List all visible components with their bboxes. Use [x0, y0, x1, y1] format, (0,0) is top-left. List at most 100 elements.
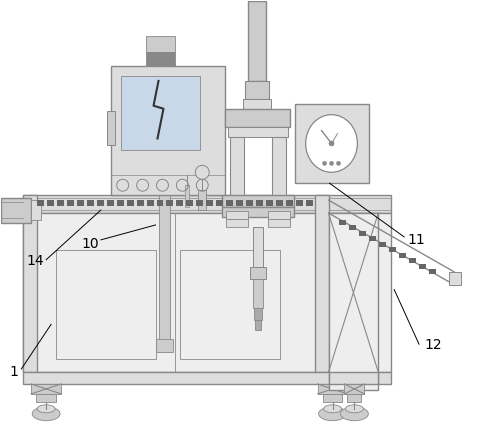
- Bar: [107, 111, 115, 146]
- Bar: [166, 200, 173, 206]
- Bar: [31, 200, 41, 220]
- Bar: [253, 279, 263, 308]
- Bar: [254, 308, 262, 320]
- Bar: [323, 394, 342, 402]
- Ellipse shape: [340, 407, 368, 421]
- Bar: [159, 195, 170, 349]
- Bar: [272, 136, 286, 211]
- Bar: [87, 200, 94, 206]
- Bar: [349, 225, 356, 231]
- Bar: [23, 213, 391, 372]
- Bar: [67, 200, 74, 206]
- Ellipse shape: [32, 407, 60, 421]
- Bar: [176, 200, 183, 206]
- Ellipse shape: [345, 405, 363, 413]
- Bar: [228, 127, 288, 136]
- Ellipse shape: [324, 405, 341, 413]
- Bar: [226, 200, 233, 206]
- Bar: [286, 200, 293, 206]
- Bar: [449, 271, 461, 285]
- Circle shape: [336, 161, 340, 165]
- Ellipse shape: [306, 115, 357, 172]
- Text: 10: 10: [81, 237, 98, 251]
- Ellipse shape: [319, 407, 346, 421]
- Bar: [56, 250, 156, 359]
- Bar: [222, 195, 294, 207]
- Bar: [47, 200, 54, 206]
- Bar: [198, 190, 206, 210]
- Bar: [23, 372, 391, 384]
- Bar: [250, 267, 266, 279]
- Bar: [389, 247, 396, 252]
- Bar: [222, 207, 294, 217]
- Bar: [226, 211, 248, 219]
- Bar: [236, 200, 243, 206]
- Bar: [409, 258, 416, 263]
- Bar: [146, 52, 175, 66]
- Bar: [399, 253, 406, 258]
- Bar: [347, 394, 361, 402]
- Bar: [180, 250, 280, 359]
- Bar: [196, 200, 203, 206]
- Bar: [253, 227, 263, 267]
- Bar: [306, 200, 313, 206]
- Bar: [23, 195, 391, 213]
- Bar: [137, 200, 144, 206]
- Bar: [268, 219, 290, 227]
- Bar: [146, 36, 175, 52]
- Bar: [117, 200, 124, 206]
- Bar: [111, 66, 225, 195]
- Text: 12: 12: [424, 338, 442, 352]
- Text: 11: 11: [407, 233, 425, 247]
- Ellipse shape: [37, 405, 55, 413]
- Bar: [216, 200, 223, 206]
- Bar: [121, 76, 200, 150]
- Bar: [245, 81, 269, 99]
- Bar: [339, 220, 346, 225]
- Bar: [315, 195, 329, 372]
- Circle shape: [329, 141, 334, 146]
- Text: 14: 14: [26, 254, 44, 268]
- Bar: [147, 200, 154, 206]
- Bar: [359, 231, 366, 236]
- Bar: [344, 384, 364, 394]
- Bar: [379, 242, 386, 247]
- Bar: [369, 236, 376, 242]
- Bar: [329, 213, 378, 390]
- Bar: [107, 200, 114, 206]
- Bar: [37, 200, 44, 206]
- Bar: [1, 198, 31, 223]
- Bar: [429, 269, 436, 274]
- Bar: [243, 99, 271, 109]
- Bar: [268, 211, 290, 219]
- Bar: [256, 200, 263, 206]
- Bar: [230, 136, 244, 211]
- Bar: [57, 200, 64, 206]
- Bar: [255, 320, 261, 330]
- Bar: [127, 200, 134, 206]
- Bar: [31, 384, 61, 394]
- Bar: [246, 200, 253, 206]
- Bar: [329, 372, 378, 384]
- Bar: [226, 219, 248, 227]
- Bar: [77, 200, 84, 206]
- Circle shape: [195, 165, 209, 179]
- Bar: [97, 200, 104, 206]
- Text: 1: 1: [9, 365, 18, 379]
- Bar: [295, 104, 369, 183]
- Bar: [36, 394, 56, 402]
- Bar: [156, 339, 173, 352]
- Bar: [296, 200, 303, 206]
- Bar: [157, 200, 164, 206]
- Bar: [318, 384, 347, 394]
- Bar: [248, 1, 266, 81]
- Bar: [185, 185, 189, 207]
- Bar: [23, 195, 37, 372]
- Bar: [225, 109, 290, 127]
- Bar: [206, 200, 213, 206]
- Circle shape: [323, 161, 327, 165]
- Bar: [276, 200, 283, 206]
- Bar: [186, 200, 193, 206]
- Circle shape: [330, 161, 333, 165]
- Bar: [419, 264, 426, 269]
